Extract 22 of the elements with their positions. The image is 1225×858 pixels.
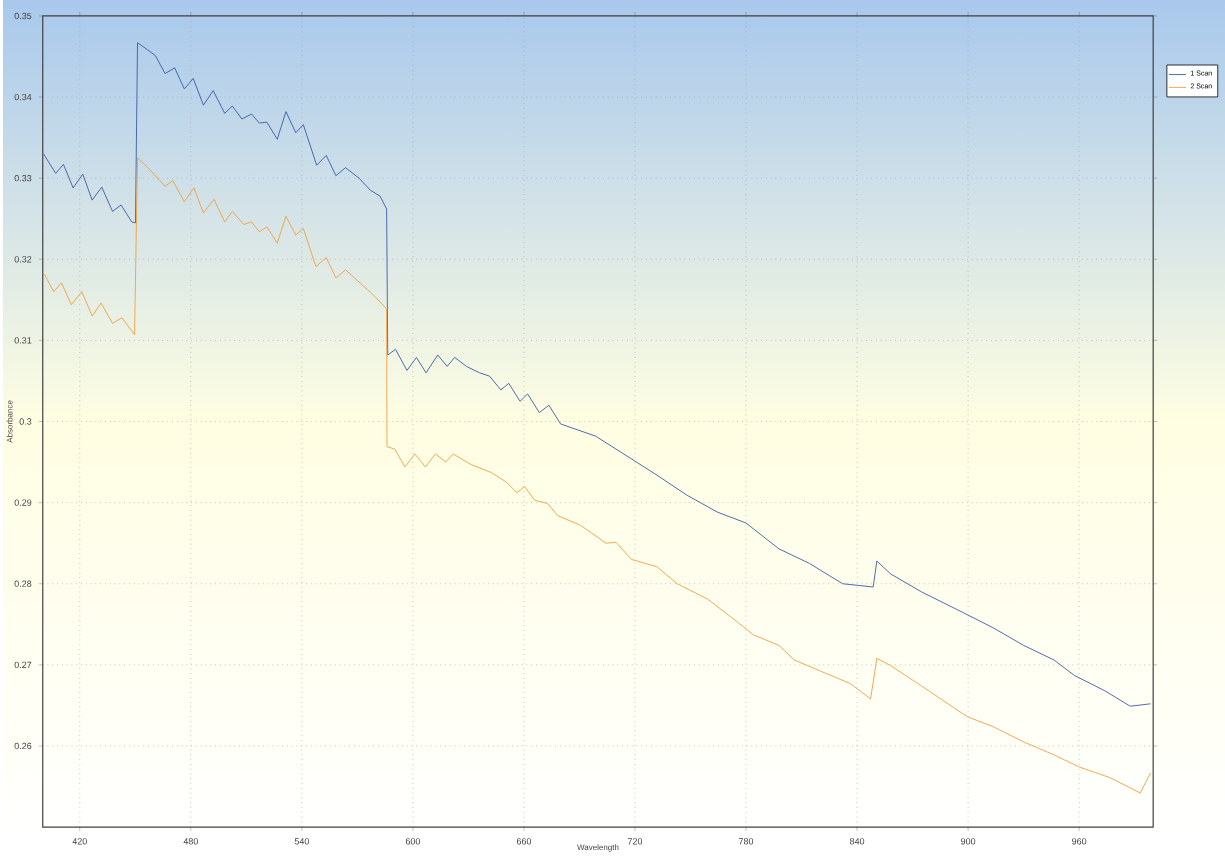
x-tick-label: 900	[961, 837, 976, 845]
y-tick-label: 0.35	[14, 12, 32, 19]
y-tick-label: 0.34	[14, 93, 32, 101]
x-tick-label: 480	[183, 837, 198, 845]
line-series	[43, 42, 1152, 707]
x-tick-label: 720	[627, 837, 643, 845]
x-tick-label: 540	[294, 837, 309, 845]
line-series	[43, 157, 1152, 794]
y-tick-label: 0.33	[14, 174, 32, 182]
y-tick-label: 0.32	[14, 255, 32, 263]
x-tick-label: 960	[1072, 837, 1087, 845]
x-tick-label: 420	[72, 837, 87, 845]
y-tick-label: 0.26	[14, 742, 32, 750]
y-tick-label: 0.3	[19, 418, 32, 425]
y-tick-label: 0.28	[14, 580, 32, 587]
y-tick-label: 0.27	[14, 661, 32, 668]
x-tick-label: 600	[405, 837, 421, 845]
x-tick-label: 840	[849, 837, 865, 845]
y-tick-label: 0.31	[14, 337, 32, 344]
x-tick-label: 780	[739, 837, 754, 845]
y-tick-label: 0.29	[14, 499, 32, 506]
x-tick-label: 660	[516, 837, 532, 845]
